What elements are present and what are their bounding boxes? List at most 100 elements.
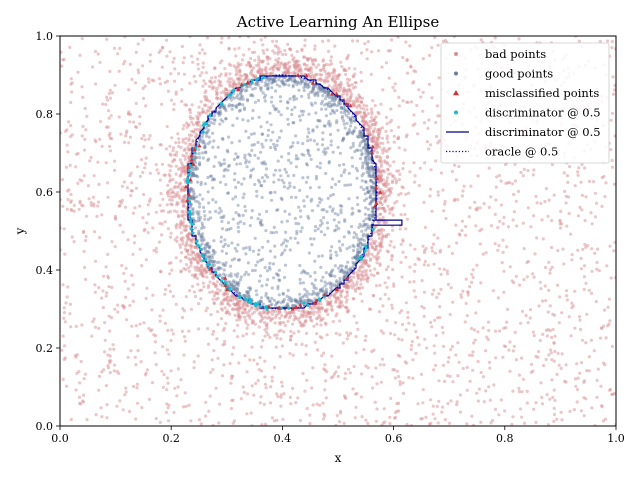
good-point <box>338 151 342 155</box>
bad-point <box>391 174 395 178</box>
bad-point <box>167 403 171 407</box>
good-point <box>207 246 212 250</box>
bad-point <box>327 49 331 54</box>
bad-point <box>305 331 309 335</box>
bad-point <box>487 205 491 209</box>
good-point <box>336 283 341 287</box>
bad-point <box>266 333 270 337</box>
bad-point <box>230 399 234 403</box>
good-point <box>340 114 344 119</box>
good-point <box>356 243 360 247</box>
bad-point <box>576 376 580 380</box>
bad-point <box>220 374 225 378</box>
bad-point <box>416 335 420 340</box>
good-point <box>343 168 347 172</box>
good-point <box>237 109 241 113</box>
good-point <box>194 174 198 178</box>
bad-point <box>68 302 73 306</box>
bad-point <box>98 236 102 240</box>
good-point <box>372 174 376 179</box>
bad-point <box>449 286 453 290</box>
bad-point <box>232 419 237 423</box>
bad-point <box>179 378 183 382</box>
good-point <box>370 199 374 203</box>
bad-point <box>400 275 404 279</box>
bad-point <box>172 107 176 112</box>
good-point <box>270 302 274 306</box>
bad-point <box>494 329 498 333</box>
bad-point <box>386 167 390 171</box>
bad-point <box>209 105 213 109</box>
bad-point <box>304 319 308 323</box>
good-point <box>326 93 330 97</box>
bad-point <box>362 110 366 114</box>
good-point <box>353 126 357 130</box>
bad-point <box>577 315 582 319</box>
good-point <box>333 212 337 216</box>
bad-point <box>535 236 539 240</box>
bad-point <box>405 217 409 221</box>
good-point <box>256 217 260 221</box>
good-point <box>329 256 333 260</box>
bad-point <box>578 205 582 209</box>
bad-point <box>161 308 165 312</box>
good-point <box>367 156 372 160</box>
good-point <box>306 83 310 87</box>
good-point <box>272 225 276 229</box>
bad-point <box>148 53 152 57</box>
good-point <box>321 289 325 293</box>
good-point <box>318 224 322 228</box>
good-point <box>335 119 339 123</box>
good-point <box>361 172 365 176</box>
bad-point <box>318 310 322 314</box>
good-point <box>253 100 258 104</box>
good-point <box>358 134 362 138</box>
bad-point <box>600 326 604 330</box>
bad-point <box>257 64 261 68</box>
good-point <box>200 221 204 225</box>
good-point <box>359 134 363 138</box>
good-point <box>369 185 373 189</box>
bad-point <box>169 369 173 373</box>
good-point <box>202 140 206 144</box>
bad-point <box>62 227 66 231</box>
bad-point <box>311 403 315 407</box>
bad-point <box>109 114 113 118</box>
bad-point <box>436 43 440 47</box>
bad-point <box>513 330 517 334</box>
bad-point <box>529 225 533 229</box>
bad-point <box>81 95 85 99</box>
bad-point <box>408 170 412 174</box>
good-point <box>204 249 208 253</box>
bad-point <box>374 366 378 370</box>
bad-point <box>130 324 134 328</box>
bad-point <box>245 392 250 396</box>
bad-point <box>64 129 68 133</box>
bad-point <box>354 405 358 409</box>
bad-point <box>372 294 376 298</box>
good-point <box>314 174 319 179</box>
bad-point <box>346 81 350 85</box>
bad-point <box>261 316 265 321</box>
good-point <box>255 189 259 193</box>
bad-point <box>379 196 383 200</box>
bad-point <box>455 403 459 407</box>
bad-point <box>189 307 193 311</box>
bad-point <box>105 416 109 420</box>
good-point <box>287 158 291 162</box>
good-point <box>227 274 231 278</box>
bad-point <box>377 132 381 136</box>
bad-point <box>526 169 530 173</box>
bad-point <box>196 253 200 257</box>
good-point <box>258 221 262 225</box>
good-point <box>355 236 359 240</box>
bad-point <box>359 110 363 114</box>
good-point <box>368 218 372 222</box>
good-point <box>247 136 251 140</box>
bad-point <box>337 89 342 93</box>
bad-point <box>403 212 407 217</box>
bad-point <box>438 267 442 271</box>
bad-point <box>312 324 316 328</box>
bad-point <box>344 396 348 400</box>
bad-point <box>538 280 542 284</box>
